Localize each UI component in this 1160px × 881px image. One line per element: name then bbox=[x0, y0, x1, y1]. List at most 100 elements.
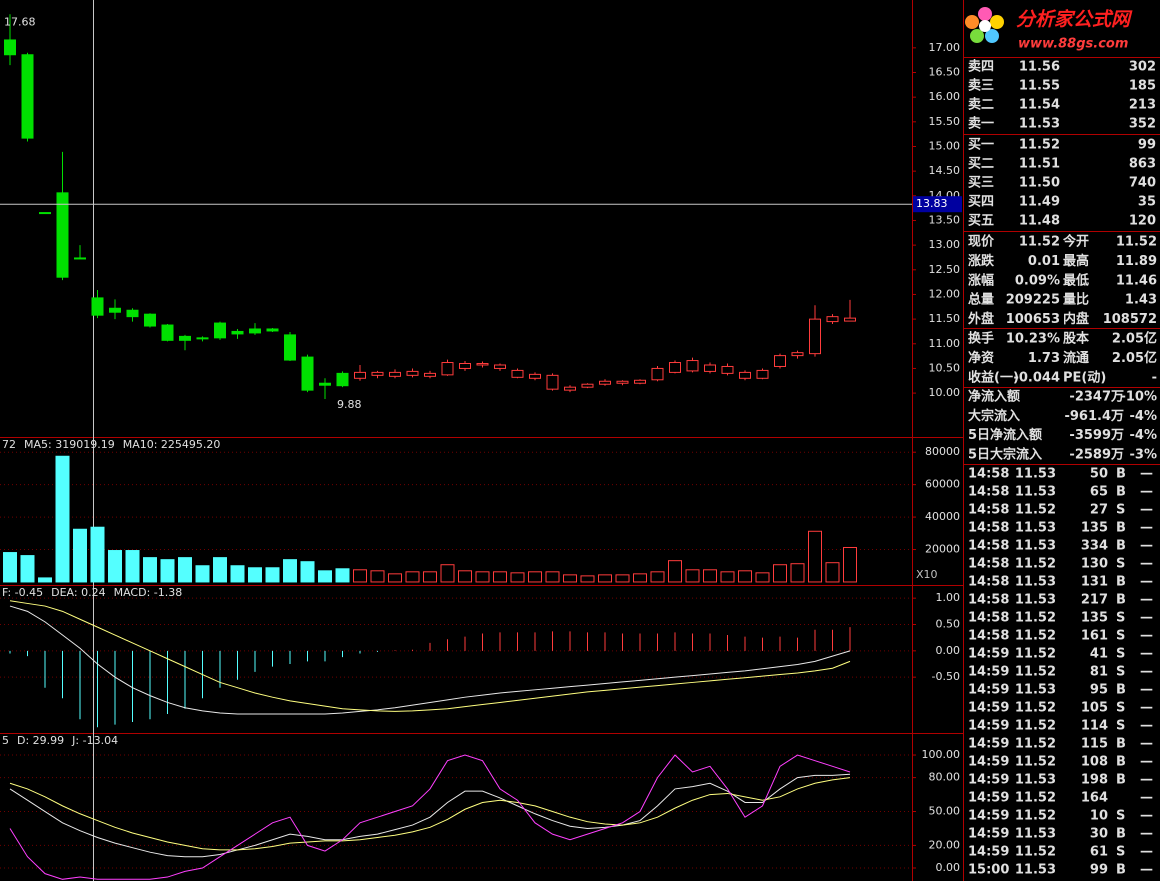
candle-body bbox=[144, 313, 156, 327]
stat-label: 今开 bbox=[1062, 234, 1089, 250]
volume-bar bbox=[563, 574, 577, 583]
trade-mark: — bbox=[1140, 503, 1153, 518]
volume-bar bbox=[55, 455, 70, 583]
trade-price: 11.52 bbox=[1015, 647, 1056, 662]
order-volume: 99 bbox=[1138, 138, 1156, 153]
indicator-line bbox=[9, 754, 851, 880]
volume-bar bbox=[423, 571, 437, 583]
y-tick-label: 12.50 bbox=[929, 263, 961, 276]
logo-center bbox=[979, 20, 991, 32]
flow-pct: -3% bbox=[1130, 447, 1157, 462]
indicator-line bbox=[9, 777, 851, 851]
candle-body bbox=[459, 363, 471, 369]
stat-label: 外盘 bbox=[967, 311, 994, 327]
stat-value: 0.09% bbox=[1015, 273, 1060, 288]
candle-body bbox=[266, 328, 279, 332]
trade-volume: 114 bbox=[1081, 719, 1108, 734]
y-tick-label: 15.50 bbox=[929, 115, 961, 128]
trade-mark: — bbox=[1140, 485, 1153, 500]
trade-price: 11.52 bbox=[1015, 557, 1056, 572]
trade-volume: 95 bbox=[1090, 683, 1108, 698]
trade-volume: 115 bbox=[1081, 737, 1108, 752]
volume-bar bbox=[720, 571, 735, 583]
trade-volume: 131 bbox=[1081, 575, 1108, 590]
trade-price: 11.52 bbox=[1015, 737, 1056, 752]
indicator-line bbox=[9, 600, 851, 712]
candle-body bbox=[56, 192, 69, 278]
trade-side: S bbox=[1116, 809, 1125, 824]
flow-value: -2589万 bbox=[1069, 447, 1124, 462]
trade-volume: 108 bbox=[1081, 755, 1108, 770]
order-price: 11.55 bbox=[1019, 79, 1060, 94]
candle-body bbox=[721, 365, 734, 374]
stat-value: -0.044 bbox=[1013, 370, 1060, 385]
volume-bar bbox=[598, 574, 612, 583]
order-price: 11.56 bbox=[1019, 60, 1060, 75]
y-tick-label: 13.00 bbox=[929, 238, 961, 251]
y-tick-label: 60000 bbox=[925, 478, 960, 491]
candle-body bbox=[634, 379, 646, 384]
flow-value: -3599万 bbox=[1069, 428, 1124, 443]
volume-bar bbox=[143, 557, 157, 583]
stat-value: 209225 bbox=[1006, 293, 1060, 308]
candle-body bbox=[774, 355, 786, 367]
volume-bar bbox=[580, 575, 595, 583]
volume-bar bbox=[195, 565, 210, 583]
y-tick-label: 40000 bbox=[925, 510, 960, 523]
y-tick-label: 80.00 bbox=[929, 771, 961, 784]
volume-bar bbox=[528, 571, 542, 583]
y-tick-label: 0.00 bbox=[936, 644, 961, 657]
volume-bar bbox=[73, 528, 87, 583]
order-volume: 863 bbox=[1129, 157, 1156, 172]
y-tick-label: 0.00 bbox=[936, 861, 961, 874]
candle-body bbox=[319, 382, 331, 386]
stat-label: 换手 bbox=[968, 331, 994, 347]
order-volume: 740 bbox=[1129, 176, 1156, 191]
trade-side: S bbox=[1116, 557, 1125, 572]
y-tick-label: 17.00 bbox=[929, 41, 961, 54]
trade-mark: — bbox=[1140, 791, 1153, 806]
trade-volume: 164 bbox=[1081, 791, 1108, 806]
y-tick-label: 11.00 bbox=[929, 337, 961, 350]
volume-bar bbox=[3, 552, 17, 583]
y-tick-label: 14.50 bbox=[929, 164, 961, 177]
y-tick-label: 12.00 bbox=[929, 287, 961, 300]
y-tick-label: 15.00 bbox=[929, 139, 961, 152]
trade-side: B bbox=[1116, 521, 1126, 536]
volume-bar bbox=[283, 559, 297, 583]
logo-petal bbox=[970, 29, 984, 43]
order-label: 买四 bbox=[968, 195, 994, 210]
trade-mark: — bbox=[1140, 521, 1153, 536]
trade-side: S bbox=[1116, 503, 1125, 518]
candle-body bbox=[74, 257, 86, 260]
panel-header: MA10: 225495.20 bbox=[123, 438, 221, 451]
trade-price: 11.52 bbox=[1015, 701, 1056, 716]
trade-price: 11.53 bbox=[1015, 575, 1056, 590]
flow-pct: -4% bbox=[1130, 428, 1157, 443]
trade-mark: — bbox=[1140, 827, 1153, 842]
trade-side: S bbox=[1116, 647, 1125, 662]
trade-time: 14:58 bbox=[968, 467, 1009, 482]
volume-bar bbox=[668, 560, 682, 583]
order-volume: 213 bbox=[1129, 98, 1156, 113]
volume-bar bbox=[493, 571, 507, 583]
candle-body bbox=[494, 364, 506, 369]
trade-mark: — bbox=[1140, 557, 1153, 572]
flow-label: 5日净流入额 bbox=[968, 427, 1042, 443]
trade-time: 14:59 bbox=[968, 647, 1009, 662]
volume-bar bbox=[213, 557, 227, 583]
candle-body bbox=[704, 364, 716, 372]
candle-body bbox=[214, 322, 226, 339]
trade-time: 14:58 bbox=[968, 521, 1009, 536]
trade-time: 14:58 bbox=[968, 503, 1009, 518]
trade-mark: — bbox=[1140, 467, 1153, 482]
trade-side: B bbox=[1116, 863, 1126, 878]
volume-bar bbox=[20, 555, 35, 583]
trade-time: 14:59 bbox=[968, 809, 1009, 824]
trade-side: B bbox=[1116, 467, 1126, 482]
stat-label: 收益(一) bbox=[968, 369, 1019, 385]
panel-header: D: 29.99 bbox=[17, 734, 64, 747]
y-tick-label: -0.50 bbox=[932, 670, 960, 683]
